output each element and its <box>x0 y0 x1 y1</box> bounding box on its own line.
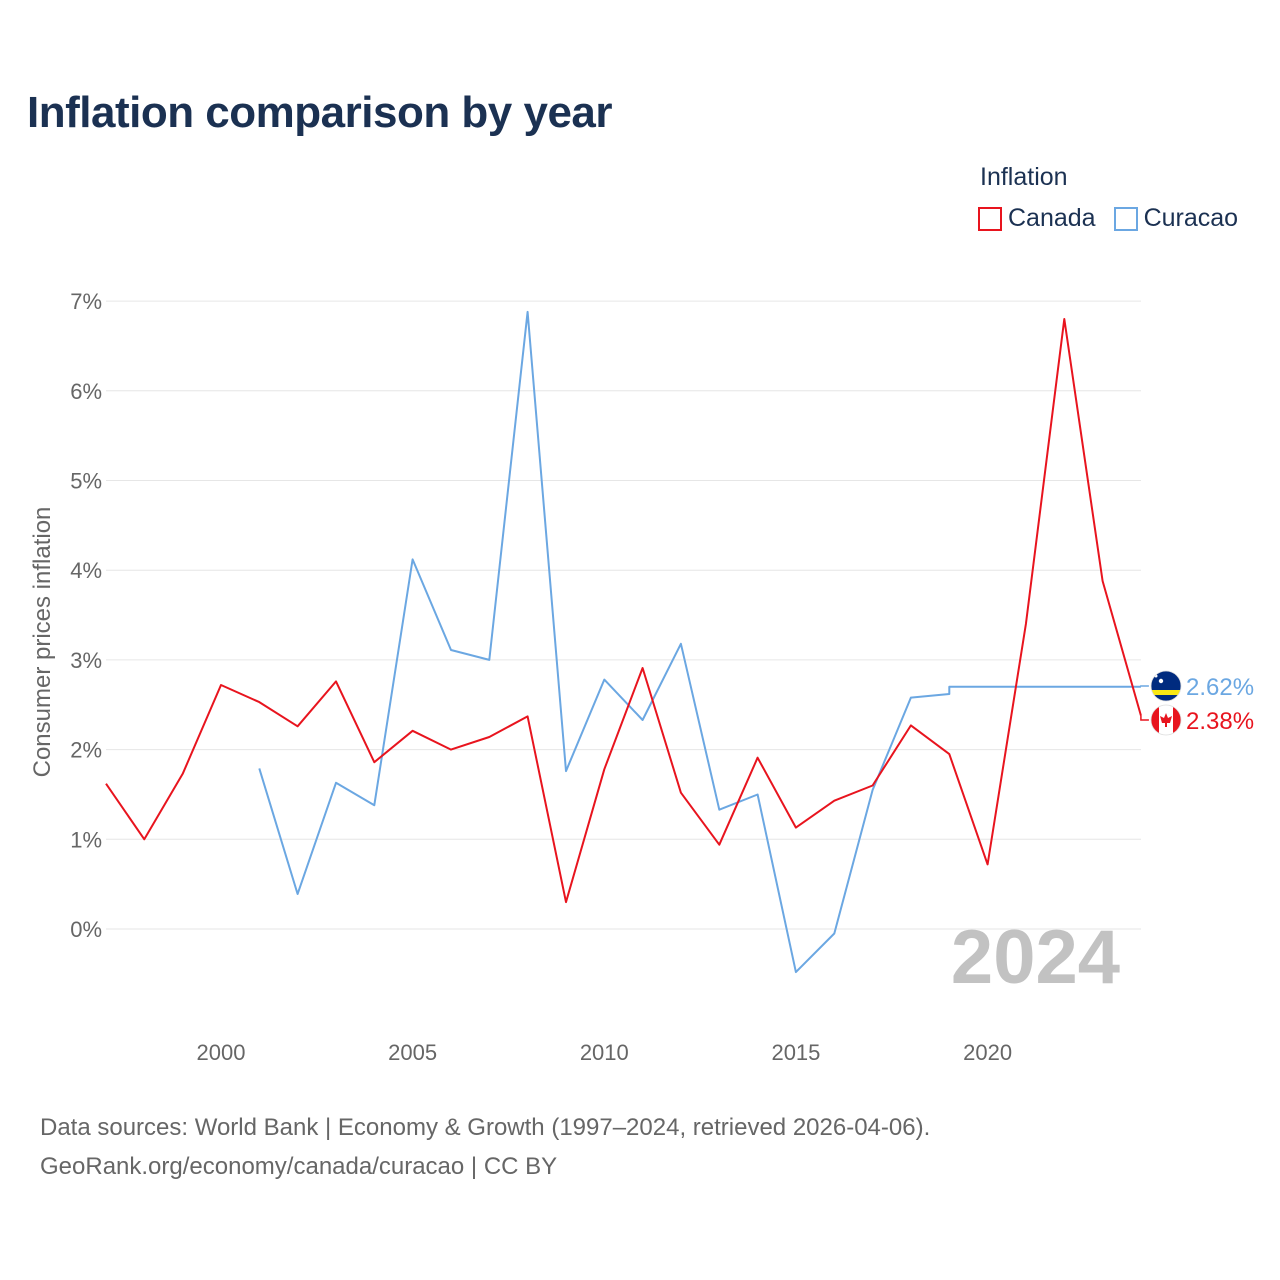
series-line-curacao <box>258 310 1141 974</box>
y-tick-label: 0% <box>70 917 102 942</box>
x-tick-label: 2010 <box>580 1040 629 1065</box>
chart-title: Inflation comparison by year <box>27 88 613 137</box>
y-tick-label: 7% <box>70 289 102 314</box>
legend-item-canada[interactable]: Canada <box>978 204 1096 233</box>
y-axis-ticks: 0% 1% 2% 3% 4% 5% 6% 7% <box>70 289 102 942</box>
y-tick-label: 3% <box>70 648 102 673</box>
canada-flag-icon <box>1150 704 1182 736</box>
x-tick-label: 2020 <box>963 1040 1012 1065</box>
end-labels: 2.38% 2.62% <box>1140 670 1254 736</box>
curacao-flag-icon <box>1150 670 1182 702</box>
x-axis-ticks: 2000 2005 2010 2015 2020 <box>197 1040 1013 1065</box>
legend-swatch-canada <box>978 206 1002 231</box>
legend: Canada Curacao <box>978 204 1238 233</box>
legend-label-canada: Canada <box>1008 204 1096 232</box>
y-axis-label: Consumer prices inflation <box>29 507 56 778</box>
x-tick-label: 2005 <box>388 1040 437 1065</box>
end-value-canada: 2.38% <box>1186 708 1254 735</box>
x-tick-label: 2015 <box>771 1040 820 1065</box>
y-tick-label: 1% <box>70 827 102 852</box>
footer-sources: Data sources: World Bank | Economy & Gro… <box>40 1114 931 1141</box>
footer: Data sources: World Bank | Economy & Gro… <box>40 1108 930 1186</box>
end-connector-canada <box>1140 715 1149 721</box>
y-tick-label: 5% <box>70 469 102 494</box>
y-tick-label: 6% <box>70 379 102 404</box>
year-watermark: 2024 <box>951 915 1120 1000</box>
line-chart: 0% 1% 2% 3% 4% 5% 6% 7% 2000 2005 2010 2015 2020 Co… <box>29 289 1254 1065</box>
legend-swatch-curacao <box>1113 206 1138 231</box>
y-tick-label: 2% <box>70 738 102 763</box>
footer-link[interactable]: GeoRank.org/economy/canada/curacao | CC … <box>40 1153 558 1180</box>
legend-label-curacao: Curacao <box>1143 204 1239 232</box>
legend-item-curacao[interactable]: Curacao <box>1113 204 1239 233</box>
series-lines <box>105 310 1142 974</box>
end-value-curacao: 2.62% <box>1186 674 1254 701</box>
x-tick-label: 2000 <box>197 1040 246 1065</box>
series-line-canada <box>105 318 1142 904</box>
end-connector-curacao <box>1140 685 1149 687</box>
grid-lines <box>106 300 1141 930</box>
y-tick-label: 4% <box>70 558 102 583</box>
legend-title: Inflation <box>980 163 1068 191</box>
